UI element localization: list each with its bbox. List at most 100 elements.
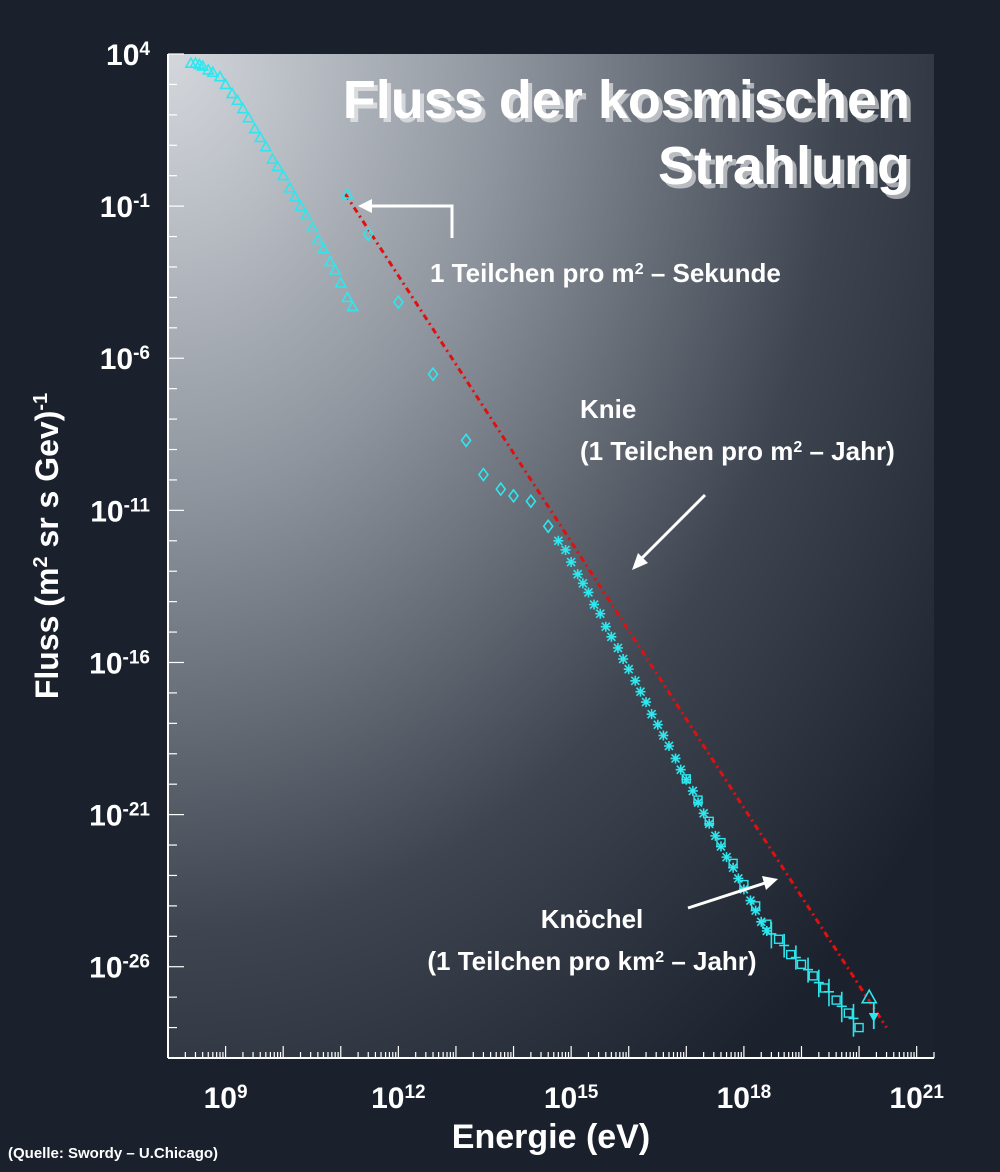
data-point-triangle [225, 86, 239, 99]
data-point-triangle [236, 101, 250, 114]
data-point-square [854, 1022, 864, 1033]
data-point-diamond [427, 366, 439, 382]
data-point-star [589, 599, 600, 610]
data-point-triangle [294, 199, 307, 211]
chart-title-shadow: Strahlung [662, 140, 914, 200]
data-point-square [843, 1008, 854, 1018]
data-point-star [670, 753, 681, 764]
data-point-diamond [392, 294, 404, 310]
x-tick-label: 1021 [889, 1082, 944, 1116]
x-axis-label: Energie (eV) [452, 1118, 650, 1156]
data-point-square [831, 995, 841, 1005]
fit-layer [344, 193, 888, 1029]
annotation-knie-rate: (1 Teilchen pro m2 – Jahr) [580, 436, 895, 466]
arrow-sekunde-line [370, 204, 454, 238]
data-point-star [681, 774, 692, 785]
data-point-star [663, 740, 674, 751]
data-point-triangle [860, 988, 878, 1004]
data-point-triangle [299, 208, 313, 221]
data-point-star [721, 852, 732, 863]
axes-layer: 109 1012 1015 1018 1021 104 10-1 10-6 10-11 10-16… [29, 39, 944, 1157]
data-point-triangle [311, 232, 325, 245]
data-point-star [710, 830, 721, 841]
arrow-knoechel-line [687, 881, 766, 910]
data-point-diamond [460, 433, 472, 448]
data-point-limit-arrow [868, 1013, 879, 1023]
data-point-star [693, 797, 704, 808]
data-point-star [577, 578, 588, 589]
data-point-star [675, 764, 686, 775]
annotation-knie-title: Knie [580, 394, 636, 424]
data-point-star [756, 916, 767, 927]
data-point-triangle [283, 181, 297, 193]
data-point-square [796, 959, 807, 970]
data-point-star [698, 808, 709, 819]
data-point-star [566, 557, 577, 568]
data-point-diamond [542, 518, 554, 534]
data-point-triangle [266, 152, 279, 164]
chart-title-line: Strahlung [658, 136, 910, 196]
arrow-sekunde-head [358, 199, 372, 213]
x-tick-label: 109 [204, 1082, 248, 1116]
y-tick-label: 10-11 [90, 495, 150, 529]
data-point-star [612, 642, 623, 653]
data-point-star [630, 675, 641, 686]
data-point-star [687, 785, 698, 796]
data-point-star [560, 544, 571, 555]
data-point-star [658, 730, 669, 741]
data-point-star [623, 664, 634, 675]
data-point-triangle [219, 77, 232, 90]
data-point-star [641, 697, 652, 708]
data-point-diamond [477, 467, 489, 482]
data-point-square [750, 901, 761, 911]
data-point-square [716, 837, 726, 848]
data-point-star [553, 535, 564, 546]
annotation-knoechel-rate: (1 Teilchen pro km2 – Jahr) [427, 946, 756, 976]
data-point-diamond [525, 493, 537, 509]
data-point-star [606, 631, 617, 642]
chart-title-line: Fluss der kosmischen [343, 70, 910, 130]
data-point-square [786, 949, 796, 960]
x-tick-label: 1012 [371, 1082, 426, 1116]
arrow-knie-head [632, 553, 648, 570]
annotation-sekunde: 1 Teilchen pro m2 – Sekunde [430, 258, 781, 288]
data-point-square [728, 858, 738, 869]
y-tick-label: 10-21 [89, 799, 150, 833]
plot-area [168, 54, 934, 1058]
y-tick-label: 10-1 [100, 191, 151, 225]
data-point-star [750, 905, 761, 916]
data-point-square [808, 971, 818, 981]
data-point-square [693, 795, 703, 805]
data-point-triangle [253, 130, 267, 143]
data-point-triangle [334, 276, 348, 288]
x-tick-label: 1015 [544, 1082, 599, 1116]
data-point-star [618, 654, 629, 665]
data-point-triangle [230, 93, 244, 106]
y-tick-label: 10-26 [89, 951, 150, 985]
data-point-triangle [317, 242, 330, 254]
y-tick-label: 10-16 [89, 647, 150, 681]
data-point-star [583, 587, 594, 598]
data-point-square [773, 934, 784, 944]
data-point-diamond [508, 488, 520, 504]
data-point-triangle [288, 190, 302, 202]
data-point-triangle [323, 254, 337, 267]
data-point-star [652, 719, 663, 730]
data-point-diamond [362, 226, 374, 242]
y-axis-label: Fluss (m2 sr s Gev)-1 [29, 393, 65, 699]
y-tick-label: 104 [106, 39, 150, 73]
data-point-square [704, 816, 714, 827]
y-tick-label: 10-6 [100, 343, 150, 377]
x-tick-label: 1018 [717, 1082, 772, 1116]
data-point-diamond [495, 481, 507, 497]
data-point-star [733, 873, 744, 884]
source-note: (Quelle: Swordy – U.Chicago) [8, 1145, 219, 1162]
data-point-triangle [328, 263, 342, 275]
data-point-star [595, 608, 606, 619]
data-point-triangle [346, 299, 359, 312]
arrow-knoechel-head [762, 876, 778, 890]
data-point-star [761, 925, 772, 936]
